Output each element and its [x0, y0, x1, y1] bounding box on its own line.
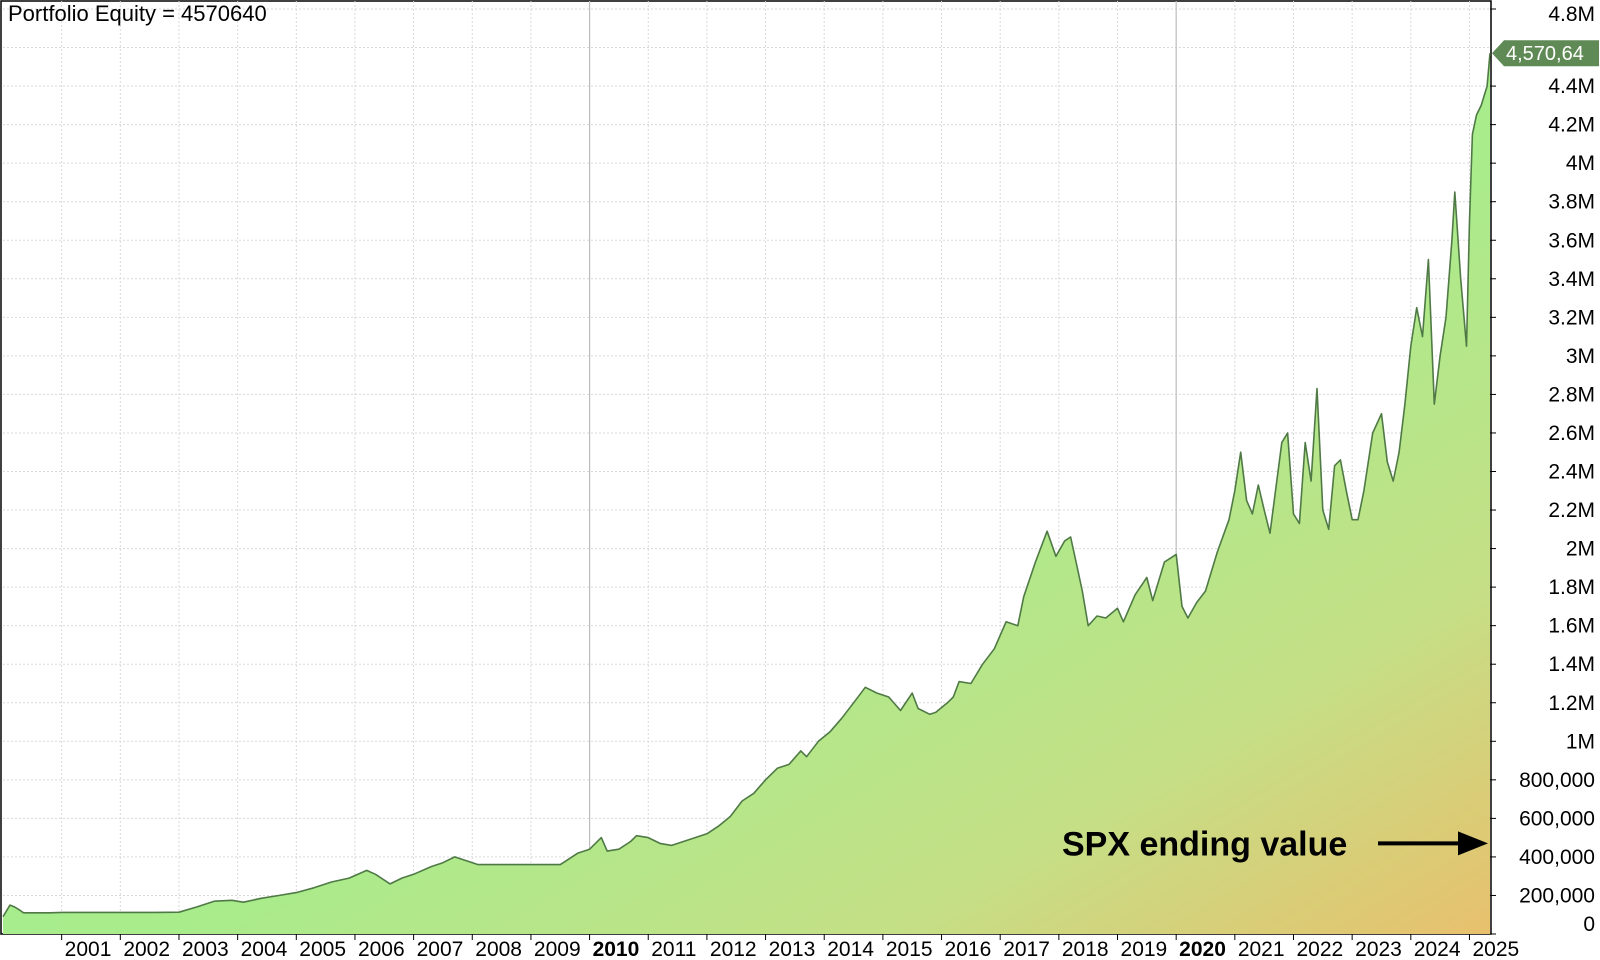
- y-tick-label-9: 1.8M: [1548, 576, 1595, 599]
- x-tick-label-2004: 2004: [241, 938, 288, 960]
- last-value-tag: [1492, 40, 1599, 67]
- x-tick-label-2021: 2021: [1238, 938, 1285, 960]
- y-tick-label-22: 4.4M: [1548, 75, 1595, 98]
- x-tick-label-2014: 2014: [827, 938, 874, 960]
- y-tick-label-8: 1.6M: [1548, 615, 1595, 638]
- x-tick-label-2017: 2017: [1003, 938, 1050, 960]
- y-tick-label-7: 1.4M: [1548, 653, 1595, 676]
- spx-annotation-text: SPX ending value: [1062, 825, 1347, 863]
- x-tick-label-2005: 2005: [299, 938, 346, 960]
- y-tick-label-5: 1M: [1566, 730, 1595, 753]
- y-tick-label-17: 3.4M: [1548, 268, 1595, 291]
- x-tick-label-2007: 2007: [417, 938, 464, 960]
- x-tick-label-2010: 2010: [593, 938, 640, 960]
- y-tick-label-4: 800,000: [1519, 769, 1595, 792]
- x-tick-label-2016: 2016: [945, 938, 992, 960]
- y-tick-label-23: 4.8M: [1548, 3, 1595, 26]
- y-tick-label-10: 2M: [1566, 538, 1595, 561]
- x-tick-label-2001: 2001: [65, 938, 112, 960]
- equity-line: [2, 53, 1491, 918]
- spx-annotation-arrow-head: [1458, 831, 1488, 856]
- y-tick-label-13: 2.6M: [1548, 422, 1595, 445]
- x-tick-label-2024: 2024: [1414, 938, 1461, 960]
- x-tick-label-2008: 2008: [475, 938, 522, 960]
- area-layer: [2, 53, 1491, 934]
- y-axis: 0 200,000 400,000 600,000 800,000 1M 1.2M 1.4M 1…: [1490, 3, 1595, 936]
- x-tick-label-2011: 2011: [651, 938, 696, 960]
- y-tick-label-19: 3.8M: [1548, 191, 1595, 214]
- chart-title: Portfolio Equity = 4570640: [8, 1, 267, 26]
- equity-area: [3, 53, 1490, 934]
- y-tick-label-0: 0: [1583, 913, 1595, 936]
- last-value-label: 4,570,64: [1506, 43, 1584, 65]
- x-tick-label-2002: 2002: [123, 938, 170, 960]
- y-tick-label-15: 3M: [1566, 345, 1595, 368]
- x-tick-label-2023: 2023: [1355, 938, 1402, 960]
- x-tick-label-2019: 2019: [1121, 938, 1168, 960]
- y-tick-label-3: 600,000: [1519, 807, 1595, 830]
- x-tick-label-2003: 2003: [182, 938, 229, 960]
- last-value-marker: 4,570,64: [1492, 40, 1599, 67]
- y-tick-label-1: 200,000: [1519, 884, 1595, 907]
- x-tick-label-2013: 2013: [769, 938, 816, 960]
- y-tick-label-12: 2.4M: [1548, 461, 1595, 484]
- y-tick-label-2: 400,000: [1519, 846, 1595, 869]
- y-tick-label-21: 4.2M: [1548, 114, 1595, 137]
- x-tick-label-2009: 2009: [534, 938, 581, 960]
- x-tick-label-2015: 2015: [886, 938, 933, 960]
- x-tick-label-2025: 2025: [1472, 938, 1519, 960]
- x-axis: 2001 2002 2003 2004 2005 2006 2007 2008 2009 2010…: [61, 934, 1519, 960]
- y-tick-label-18: 3.6M: [1548, 229, 1595, 252]
- x-tick-label-2006: 2006: [358, 938, 405, 960]
- y-tick-label-16: 3.2M: [1548, 306, 1595, 329]
- y-tick-label-14: 2.8M: [1548, 383, 1595, 406]
- y-tick-label-11: 2.2M: [1548, 499, 1595, 522]
- x-tick-label-2018: 2018: [1062, 938, 1109, 960]
- y-tick-label-6: 1.2M: [1548, 692, 1595, 715]
- x-tick-label-2022: 2022: [1296, 938, 1343, 960]
- spx-annotation: SPX ending value: [1062, 825, 1488, 863]
- y-tick-label-20: 4M: [1566, 152, 1595, 175]
- x-tick-label-2020: 2020: [1179, 938, 1226, 960]
- x-tick-label-2012: 2012: [710, 938, 757, 960]
